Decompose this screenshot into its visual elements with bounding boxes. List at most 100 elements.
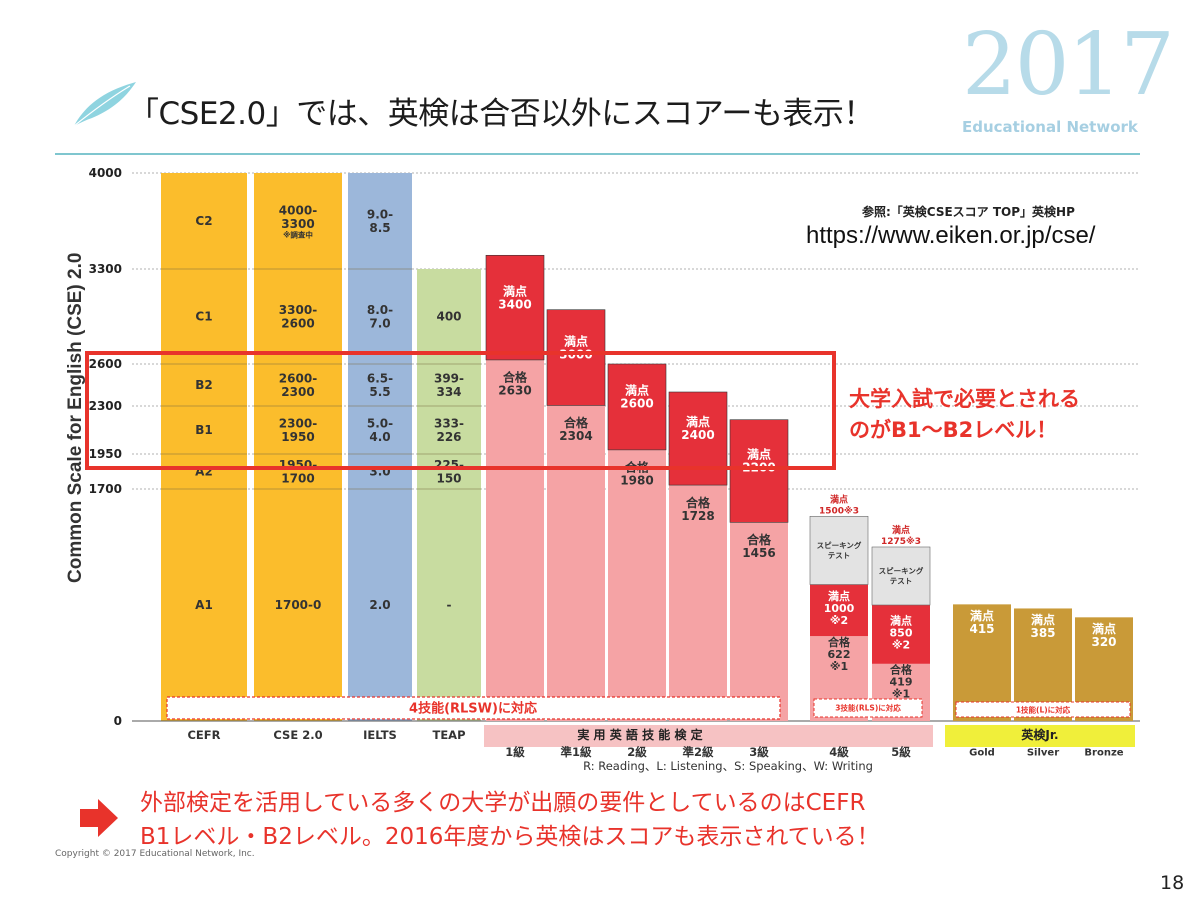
eiken-band (484, 725, 933, 747)
eiken-max-label: 満点 2200 (742, 447, 775, 475)
eiken-full-bar (729, 419, 789, 523)
junior-max-label: 満点 320 (1091, 621, 1116, 649)
copyright: Copyright © 2017 Educational Network, In… (55, 849, 255, 859)
reference-text: 参照:「英検CSEスコア TOP」英検HP (862, 205, 1075, 219)
eiken-pass-bar (730, 522, 788, 721)
eiken-full-bar (546, 309, 606, 406)
eiken-grade-label: 準2級 (682, 745, 714, 759)
eiken-grade-label: 3級 (749, 745, 769, 759)
bar-cse (254, 173, 342, 721)
cell-label: 225-150 (434, 458, 464, 485)
callout-line: のがB1〜B2レベル！ (849, 418, 1058, 442)
eiken-pass-label: 合格 2304 (559, 415, 592, 443)
junior-grade-label: Gold (969, 748, 995, 759)
cell-label: - (447, 598, 452, 612)
cell-label: 1950-1700 (279, 458, 317, 485)
cell-note: ※調査中 (283, 230, 313, 240)
x-tick-label: TEAP (432, 728, 465, 742)
eiken-grade-label: 準1級 (560, 745, 592, 759)
cell-label: 1700-0 (275, 598, 322, 612)
cell-label: 333-226 (434, 417, 464, 444)
eiken-label: 実 用 英 語 技 能 検 定 (577, 727, 702, 742)
cell-label: 5.0-4.0 (367, 417, 393, 444)
eiken-pass-label: 合格 419 ※1 (890, 663, 913, 701)
eiken-pass-bar (547, 405, 605, 721)
y-axis-label: Common Scale for English (CSE) 2.0 (65, 252, 86, 583)
skills-note: R: Reading、L: Listening、S: Speaking、W: W… (583, 759, 873, 773)
junior-band (945, 725, 1135, 747)
eiken-full-bar (810, 584, 868, 637)
one-skill-box (955, 701, 1131, 718)
eiken-max-value: 1275※3 (881, 536, 921, 547)
cell-label: 8.0-7.0 (367, 303, 393, 330)
callout-text: 大学入試で必要とされる のがB1〜B2レベル！ (849, 384, 1080, 446)
callout-line: 大学入試で必要とされる (849, 387, 1080, 411)
eiken-pass-label: 合格 622 ※1 (828, 635, 851, 673)
year-logo: 2017 (962, 15, 1175, 115)
one-skill-label: 1技能(L)に対応 (1016, 705, 1071, 715)
eiken-full-bar (872, 605, 930, 664)
arrow-right-icon (80, 799, 118, 837)
junior-max-label: 満点 415 (969, 608, 994, 636)
eiken-rls-label: 満点 850 ※2 (890, 613, 913, 651)
speaking-label: スピーキングテスト (879, 566, 924, 586)
eiken-pass-bar (669, 485, 727, 721)
eiken-max-label: 満点 3000 (559, 333, 592, 361)
eiken-max-caption: 満点 (830, 493, 848, 505)
y-tick-label: 3300 (89, 262, 122, 276)
junior-grade-label: Silver (1027, 748, 1059, 759)
bar-ielts (348, 173, 412, 721)
eiken-pass-label: 合格 1728 (681, 495, 714, 523)
three-skill-label: 3技能(RLS)に対応 (835, 703, 901, 713)
eiken-rls-label: 満点 1000 ※2 (824, 589, 855, 627)
bar-teap (417, 269, 481, 721)
eiken-max-label: 満点 3400 (498, 283, 531, 311)
four-skill-box (166, 696, 781, 720)
cell-label: 3300-2600 (279, 303, 317, 330)
x-tick-label: IELTS (363, 728, 397, 742)
speaking-bar (809, 515, 869, 585)
page-title: 「CSE2.0」では、英検は合否以外にスコアーも表示！ (128, 96, 874, 132)
reference-url[interactable]: https://www.eiken.or.jp/cse/ (806, 222, 1096, 249)
eiken-grade-label: 5級 (891, 745, 911, 759)
eiken-max-caption: 満点 (892, 524, 910, 536)
cell-label: 9.0-8.5 (367, 208, 393, 235)
eiken-pass-label: 合格 1456 (742, 532, 775, 560)
cell-label: 400 (436, 310, 461, 324)
eiken-pass-bar (608, 449, 666, 721)
eiken-max-value: 1500※3 (819, 505, 859, 516)
cell-label: 6.5-5.5 (367, 372, 393, 399)
speaking-label: スピーキングテスト (817, 540, 862, 560)
y-tick-label: 2600 (89, 357, 122, 371)
junior-max-label: 満点 385 (1030, 612, 1055, 640)
bottom-line: B1レベル・B2レベル。2016年度から英検はスコアも表示されている！ (140, 824, 880, 850)
eiken-max-label: 満点 2600 (620, 383, 653, 411)
cell-label: A1 (195, 598, 213, 612)
org-name: Educational Network (962, 118, 1138, 136)
junior-label: 英検Jr. (1021, 727, 1058, 742)
y-tick-label: 2300 (89, 399, 122, 413)
page-number: 18 (1160, 872, 1185, 894)
junior-grade-label: Bronze (1084, 748, 1123, 759)
eiken-full-bar (485, 254, 545, 361)
three-skill-box (813, 698, 923, 718)
eiken-max-label: 満点 2400 (681, 414, 714, 442)
eiken-full-bar (607, 363, 667, 451)
eiken-pass-bar (486, 359, 544, 721)
cell-label: B2 (195, 378, 213, 392)
cell-label: 2300-1950 (279, 417, 317, 444)
cell-label: 399-334 (434, 372, 464, 399)
feather-icon (73, 82, 136, 127)
cell-label: C2 (195, 214, 212, 228)
eiken-grade-label: 4級 (829, 745, 849, 759)
x-tick-label: CEFR (187, 728, 220, 742)
y-tick-label: 4000 (89, 166, 122, 180)
x-tick-label: CSE 2.0 (273, 728, 322, 742)
cell-label: B1 (195, 423, 213, 437)
cell-label: 4000-3300 (279, 204, 317, 231)
y-tick-label: 1950 (89, 447, 122, 461)
four-skill-label: 4技能(RLSW)に対応 (409, 701, 537, 717)
eiken-grade-label: 2級 (627, 745, 647, 759)
eiken-pass-label: 合格 2630 (498, 370, 531, 398)
